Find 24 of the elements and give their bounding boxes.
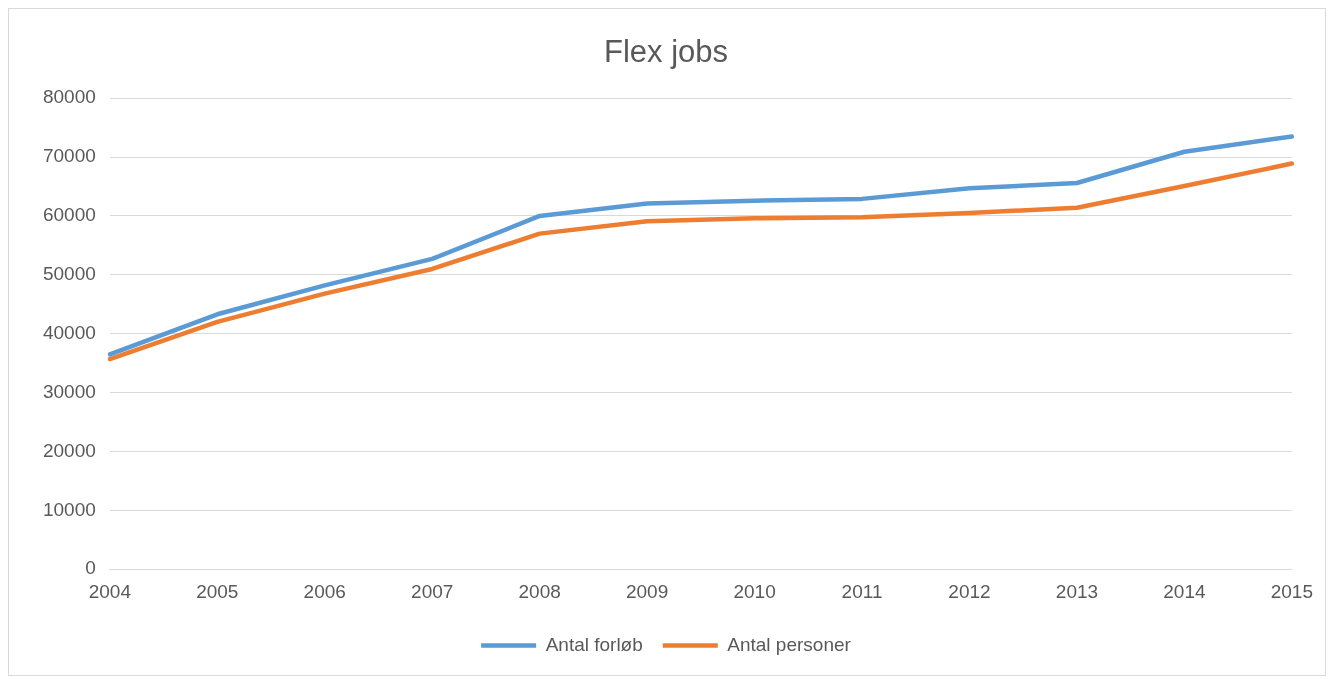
y-tick-label: 0 xyxy=(85,557,96,579)
x-tick-label: 2004 xyxy=(88,580,132,602)
legend-label: Antal personer xyxy=(727,633,852,655)
y-tick-label: 70000 xyxy=(42,145,96,167)
x-tick-label: 2008 xyxy=(518,580,561,602)
x-tick-label: 2015 xyxy=(1270,580,1314,602)
x-tick-label: 2009 xyxy=(625,580,669,602)
x-tick-label: 2014 xyxy=(1163,580,1206,602)
y-tick-label: 50000 xyxy=(42,263,96,285)
y-tick-label: 10000 xyxy=(42,498,96,520)
x-tick-label: 2012 xyxy=(948,580,991,602)
y-tick-label: 40000 xyxy=(42,321,96,343)
y-tick-label: 30000 xyxy=(42,380,96,402)
x-tick-label: 2007 xyxy=(411,580,454,602)
y-tick-label: 20000 xyxy=(42,439,96,461)
chart-title: Flex jobs xyxy=(603,34,729,70)
x-tick-label: 2011 xyxy=(841,580,883,602)
x-tick-label: 2010 xyxy=(733,580,776,602)
y-tick-label: 80000 xyxy=(42,86,96,108)
y-tick-label: 60000 xyxy=(42,204,96,226)
legend-label: Antal forløb xyxy=(545,633,643,655)
x-tick-label: 2013 xyxy=(1055,580,1099,602)
x-tick-label: 2005 xyxy=(196,580,239,602)
x-tick-label: 2006 xyxy=(303,580,346,602)
